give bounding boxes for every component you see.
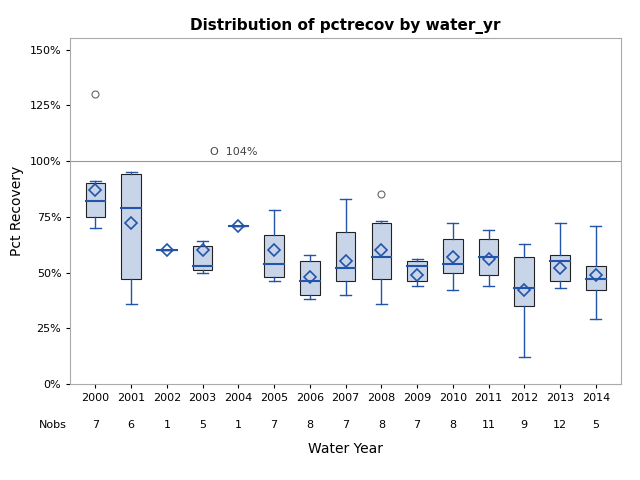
Text: 7: 7 [413, 420, 420, 430]
Text: 8: 8 [449, 420, 456, 430]
Bar [264, 235, 284, 277]
Bar [443, 239, 463, 273]
Bar [122, 174, 141, 279]
Text: 12: 12 [553, 420, 567, 430]
Text: 11: 11 [481, 420, 495, 430]
Text: 5: 5 [199, 420, 206, 430]
X-axis label: Water Year: Water Year [308, 442, 383, 456]
Bar [515, 257, 534, 306]
Bar [371, 224, 391, 279]
Text: Nobs: Nobs [39, 420, 67, 430]
Title: Distribution of pctrecov by water_yr: Distribution of pctrecov by water_yr [190, 18, 501, 34]
Text: 7: 7 [92, 420, 99, 430]
Text: 1: 1 [163, 420, 170, 430]
Y-axis label: Pct Recovery: Pct Recovery [10, 166, 24, 256]
Bar [336, 232, 355, 281]
Bar [586, 266, 605, 290]
Text: 6: 6 [127, 420, 134, 430]
Bar [86, 183, 105, 217]
Bar [300, 262, 320, 295]
Text: 1: 1 [235, 420, 242, 430]
Text: 8: 8 [378, 420, 385, 430]
Bar [407, 262, 427, 281]
Text: O  104%: O 104% [210, 147, 257, 157]
Text: 7: 7 [271, 420, 278, 430]
Bar [193, 246, 212, 270]
Text: 7: 7 [342, 420, 349, 430]
Bar [479, 239, 499, 275]
Text: 5: 5 [592, 420, 599, 430]
Text: 9: 9 [521, 420, 528, 430]
Text: 8: 8 [307, 420, 314, 430]
Bar [550, 255, 570, 281]
